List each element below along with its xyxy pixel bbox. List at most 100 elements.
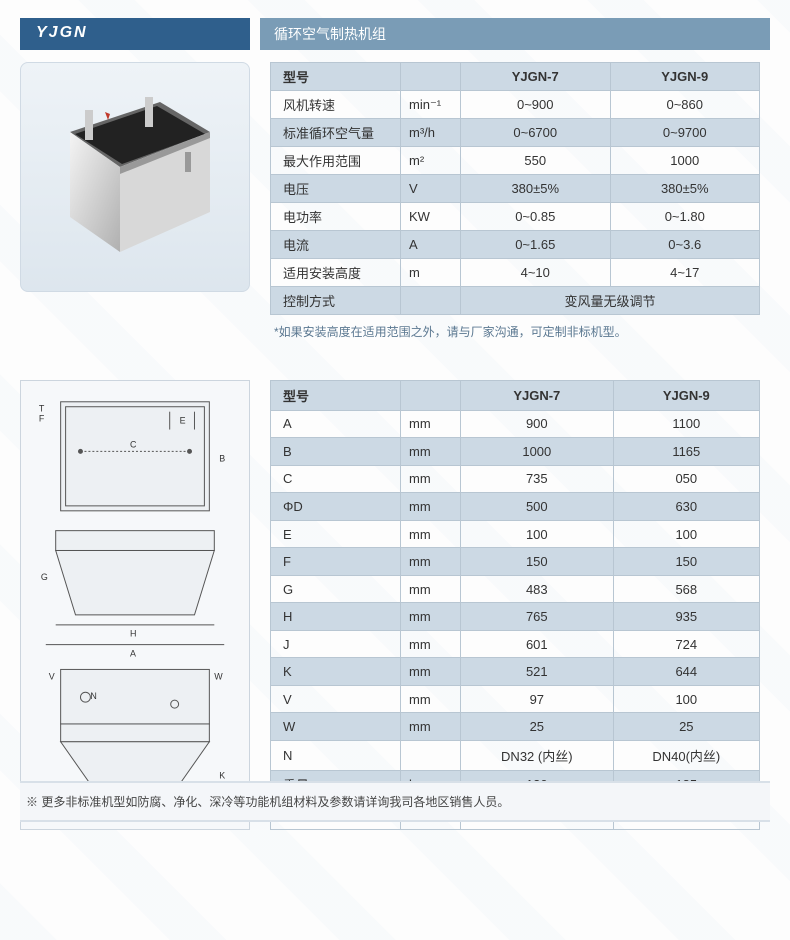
dim-row-unit: mm [401,630,461,658]
dim-col-v7: YJGN-7 [461,381,614,411]
dim-row-unit: mm [401,658,461,686]
dimension-section: C E T F B H A G [20,380,770,830]
svg-text:V: V [49,671,55,681]
dim-row-unit: mm [401,520,461,548]
dim-row-label: ΦD [271,493,401,521]
spec-row-label: 最大作用范围 [271,147,401,175]
spec-row-label: 标准循环空气量 [271,119,401,147]
model-code-badge: YJGN [20,18,250,50]
dim-row-unit: mm [401,603,461,631]
spec-row-unit: min⁻¹ [401,91,461,119]
spec-col-unit [401,63,461,91]
spec-row-v9: 0~1.80 [610,203,760,231]
dim-row-unit: mm [401,410,461,438]
spec-row-unit: m³/h [401,119,461,147]
spec-note: *如果安装高度在适用范围之外，请与厂家沟通，可定制非标机型。 [270,323,760,340]
dim-row-v7: DN32 (内丝) [461,741,614,771]
dim-row-label: F [271,548,401,576]
dim-row-label: J [271,630,401,658]
spec-row-label: 风机转速 [271,91,401,119]
spec-row-label: 控制方式 [271,287,401,315]
dim-row-v7: 601 [461,630,614,658]
spec-row-v7: 0~0.85 [461,203,611,231]
spec-row-unit: A [401,231,461,259]
spec-row-v9: 4~17 [610,259,760,287]
dim-row-label: W [271,713,401,741]
dim-col-v9: YJGN-9 [613,381,759,411]
svg-text:G: G [41,572,48,582]
spec-row-label: 适用安装高度 [271,259,401,287]
spec-table: 型号YJGN-7YJGN-9风机转速min⁻¹0~9000~860标准循环空气量… [270,62,760,315]
spec-row-v7: 4~10 [461,259,611,287]
spec-row-v7: 0~1.65 [461,231,611,259]
dim-row-v9: 100 [613,520,759,548]
spec-row-v7: 550 [461,147,611,175]
footer-note: ※ 更多非标准机型如防腐、净化、深冷等功能机组材料及参数请详询我司各地区销售人员… [20,781,770,822]
dim-row-v7: 735 [461,465,614,493]
dim-row-v7: 150 [461,548,614,576]
svg-text:F: F [39,414,45,424]
spec-row-v9: 0~3.6 [610,231,760,259]
spec-row-unit: KW [401,203,461,231]
dim-row-unit [401,741,461,771]
dim-row-label: H [271,603,401,631]
dim-row-v9: 568 [613,575,759,603]
dim-row-label: G [271,575,401,603]
dim-col-unit [401,381,461,411]
spec-row-v7: 380±5% [461,175,611,203]
dim-row-v7: 500 [461,493,614,521]
dim-row-v7: 765 [461,603,614,631]
svg-text:N: N [90,691,96,701]
dim-row-v7: 900 [461,410,614,438]
header: YJGN 循环空气制热机组 [20,18,770,50]
svg-text:C: C [130,439,137,449]
spec-row-unit [401,287,461,315]
spec-row-label: 电压 [271,175,401,203]
spec-row-v9: 380±5% [610,175,760,203]
dim-row-unit: mm [401,575,461,603]
dim-row-unit: mm [401,548,461,576]
dim-row-label: V [271,685,401,713]
dim-row-unit: mm [401,438,461,466]
dim-row-v9: 100 [613,685,759,713]
dim-row-v9: 25 [613,713,759,741]
dim-row-v7: 1000 [461,438,614,466]
dim-row-label: K [271,658,401,686]
spec-row-v7: 0~6700 [461,119,611,147]
spec-row-unit: m [401,259,461,287]
spec-row-v7: 0~900 [461,91,611,119]
dim-row-v9: DN40(内丝) [613,741,759,771]
spec-row-unit: V [401,175,461,203]
spec-row-unit: m² [401,147,461,175]
dim-row-v9: 050 [613,465,759,493]
spec-row-label: 电流 [271,231,401,259]
svg-text:A: A [130,649,136,659]
spec-col-v9: YJGN-9 [610,63,760,91]
dim-row-v7: 25 [461,713,614,741]
dim-row-unit: mm [401,685,461,713]
svg-text:H: H [130,629,136,639]
dim-row-label: B [271,438,401,466]
svg-text:T: T [39,404,45,414]
dim-row-v7: 483 [461,575,614,603]
dim-row-unit: mm [401,713,461,741]
svg-text:K: K [219,770,225,780]
dim-row-v9: 724 [613,630,759,658]
svg-text:B: B [219,453,225,463]
dim-row-label: N [271,741,401,771]
dim-row-v7: 521 [461,658,614,686]
spec-row-label: 电功率 [271,203,401,231]
dim-row-label: A [271,410,401,438]
spec-row-merged: 变风量无级调节 [461,287,760,315]
spec-col-v7: YJGN-7 [461,63,611,91]
dim-row-label: C [271,465,401,493]
product-illustration [50,92,220,262]
dim-row-unit: mm [401,493,461,521]
svg-text:E: E [180,416,186,426]
svg-text:W: W [214,671,223,681]
dim-row-v9: 1165 [613,438,759,466]
dim-row-unit: mm [401,465,461,493]
dim-row-v9: 630 [613,493,759,521]
product-image [20,62,250,292]
spec-col-label: 型号 [271,63,401,91]
